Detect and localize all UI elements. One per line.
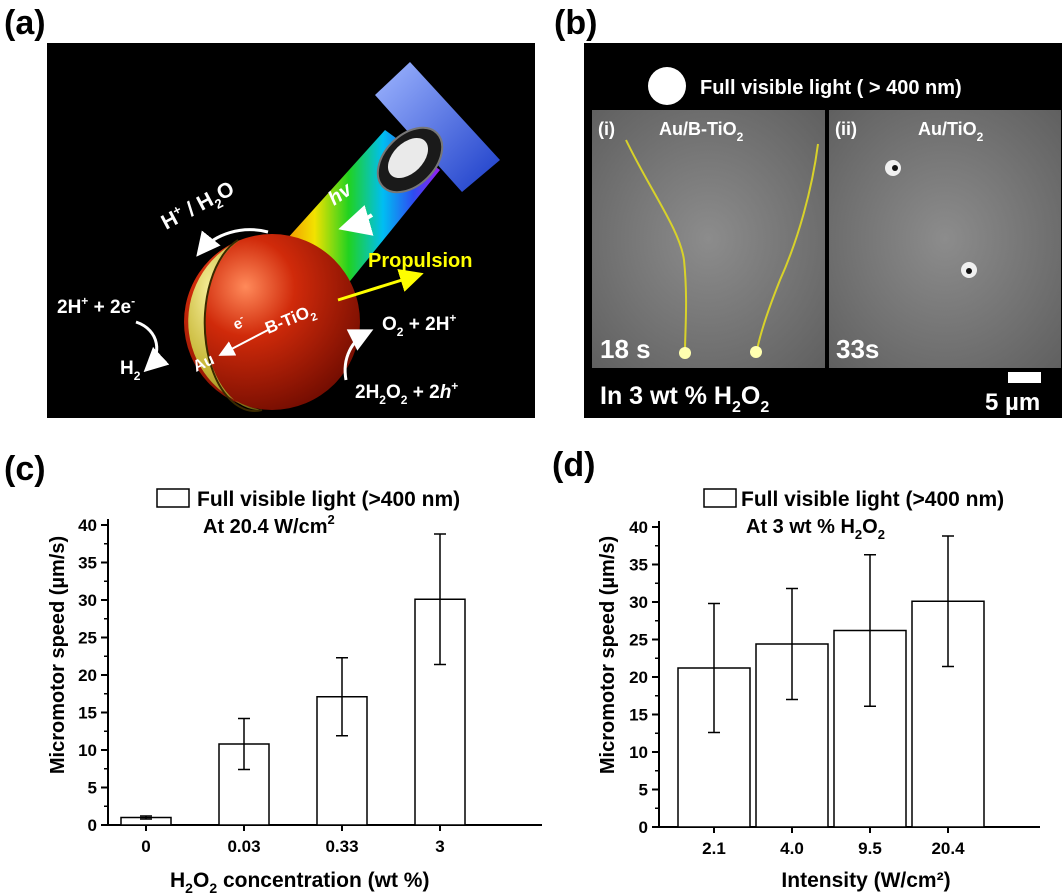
panel-label-a: (a) [4, 4, 46, 42]
micrograph-i-sample: Au/B-TiO2 [659, 119, 744, 144]
micrograph-ii [829, 110, 1061, 368]
trajectory-2 [756, 143, 819, 351]
y-tick-label-d: 35 [629, 556, 648, 575]
y-tick-label-c: 30 [78, 591, 97, 610]
y-axis-label-c: Micromotor speed (µm/s) [47, 536, 69, 774]
h-water-arrow [196, 228, 269, 257]
y-tick-label-c: 0 [88, 816, 97, 835]
light-label: Full visible light ( > 400 nm) [700, 77, 962, 99]
x-tick-label-c: 3 [435, 837, 444, 856]
x-tick-label-d: 20.4 [931, 839, 965, 858]
x-tick-label-d: 2.1 [702, 839, 726, 858]
au-cap [188, 240, 262, 411]
y-tick-label-c: 20 [78, 666, 97, 685]
y-tick-label-d: 10 [629, 743, 648, 762]
legend-label-c: Full visible light (>400 nm) [197, 488, 460, 511]
panel-label-d: (d) [552, 446, 596, 484]
h2-label: H2 [120, 358, 141, 383]
legend-swatch-c [156, 488, 190, 508]
y-tick-label-d: 15 [629, 706, 648, 725]
x-tick-label-d: 9.5 [858, 839, 882, 858]
y-tick-label-d: 5 [639, 781, 648, 800]
legend-label-d: Full visible light (>400 nm) [741, 488, 1004, 511]
h2-arrow [135, 320, 170, 373]
y-tick-label-c: 10 [78, 741, 97, 760]
chart-c: Full visible light (>400 nm) At 20.4 W/c… [47, 488, 542, 895]
h2o2-label: 2H2O2 + 2h+ [355, 379, 458, 407]
y-tick-label-d: 30 [629, 593, 648, 612]
y-tick-label-d: 20 [629, 668, 648, 687]
electron-arrow [218, 329, 269, 356]
y-tick-label-d: 0 [639, 818, 648, 837]
micromotor-1 [679, 347, 691, 359]
y-tick-label-c: 35 [78, 554, 97, 573]
panel-b-micrographs: Full visible light ( > 400 nm) (i) Au/B-… [584, 43, 1062, 418]
photon-arrow [338, 205, 374, 236]
legend-swatch-d [703, 488, 737, 508]
y-tick-label-c: 15 [78, 704, 97, 723]
o2-label: O2 + 2H+ [382, 311, 456, 339]
scale-bar [1008, 372, 1041, 383]
micrograph-i [592, 110, 825, 368]
y-tick-label-c: 40 [78, 516, 97, 535]
panel-label-b: (b) [554, 4, 598, 42]
legend-condition-d: At 3 wt % H2O2 [746, 516, 885, 542]
x-axis-label-c: H2O2 concentration (wt %) [170, 869, 429, 895]
panel-a-schematic: hv H+ / H2O Propulsion 2H+ + 2e- H2 e- A… [47, 43, 535, 418]
micrograph-ii-label: (ii) [835, 119, 857, 139]
y-tick-label-c: 25 [78, 629, 97, 648]
medium-label: In 3 wt % H2O2 [600, 382, 769, 416]
propulsion-label: Propulsion [368, 250, 472, 272]
scale-label: 5 µm [985, 389, 1040, 416]
legend-condition-c: At 20.4 W/cm2 [203, 512, 335, 538]
x-axis-label-d: Intensity (W/cm²) [781, 869, 950, 892]
micromotor-2 [750, 346, 762, 358]
chart-d: Full visible light (>400 nm) At 3 wt % H… [597, 488, 1040, 892]
y-axis-label-d: Micromotor speed (µm/s) [597, 536, 619, 774]
y-tick-label-d: 40 [629, 518, 648, 537]
lamp-icon [375, 62, 500, 194]
time-label-i: 18 s [600, 334, 651, 364]
light-dot-icon [648, 67, 686, 105]
x-tick-label-c: 0.33 [325, 837, 358, 856]
time-label-ii: 33s [836, 334, 879, 364]
trajectory-1 [625, 139, 688, 353]
panel-label-c: (c) [4, 450, 46, 488]
left-reaction-label: 2H+ + 2e- [57, 294, 135, 318]
micrograph-i-label: (i) [598, 119, 615, 139]
x-tick-label-c: 0 [141, 837, 150, 856]
btio2-sphere [184, 234, 360, 410]
micrograph-ii-sample: Au/TiO2 [918, 119, 984, 144]
propulsion-arrow [337, 268, 424, 302]
y-tick-label-d: 25 [629, 631, 648, 650]
y-tick-label-c: 5 [88, 779, 97, 798]
x-tick-label-c: 0.03 [227, 837, 260, 856]
x-tick-label-d: 4.0 [780, 839, 804, 858]
oxidation-arrow [343, 329, 374, 381]
